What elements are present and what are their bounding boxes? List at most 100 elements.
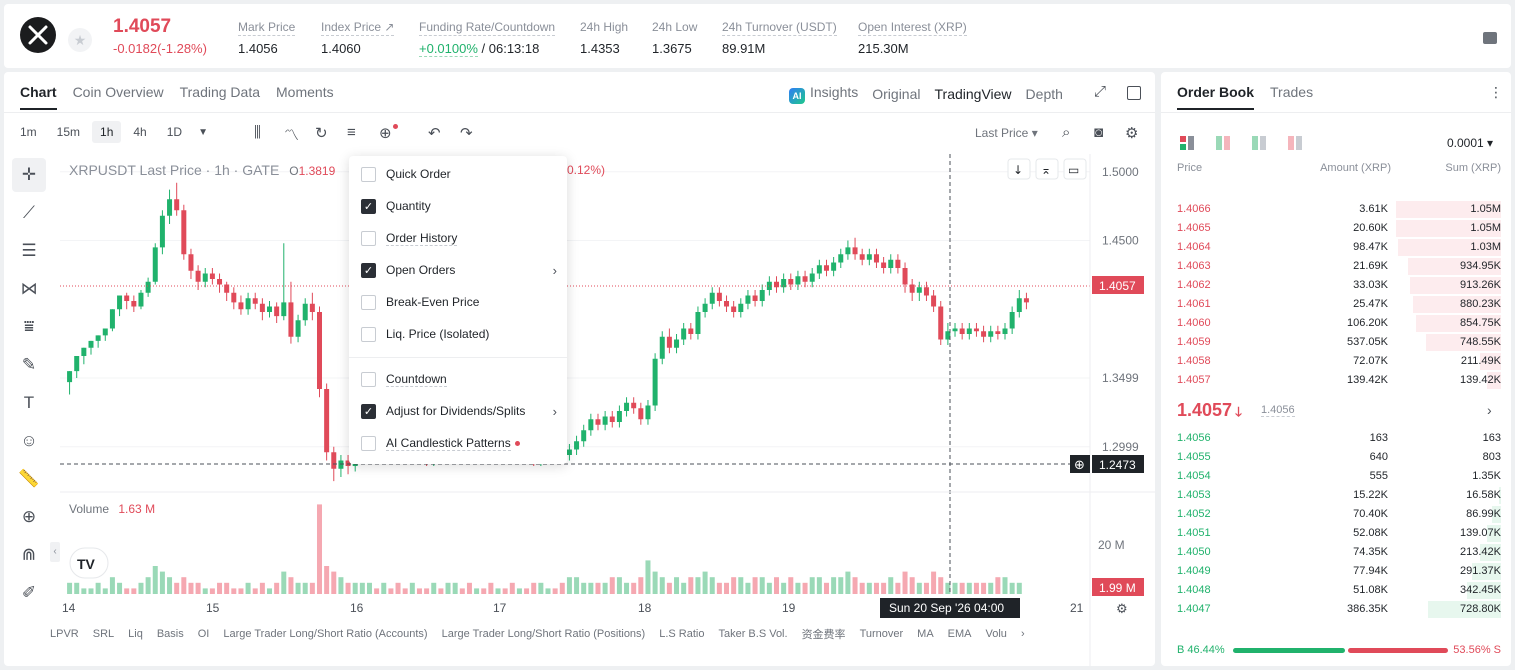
- stat-label[interactable]: Index Price ↗: [321, 20, 395, 36]
- menu-quantity[interactable]: ✓ Quantity: [361, 196, 557, 216]
- mark-price-ref[interactable]: 1.4056: [1261, 404, 1295, 417]
- magnet-tool-icon[interactable]: ⋒: [21, 545, 37, 564]
- interval-1m[interactable]: 1m: [20, 125, 37, 139]
- replay-icon[interactable]: ↻: [315, 125, 328, 142]
- gear-icon[interactable]: ⚙: [1125, 125, 1139, 142]
- bid-row[interactable]: 1.4048 51.08K 342.45K: [1161, 581, 1511, 600]
- book-icon[interactable]: [1483, 32, 1497, 44]
- indicator-9[interactable]: 资金费率: [801, 629, 846, 641]
- price-type-select[interactable]: Last Price ▾: [975, 126, 1038, 140]
- interval-dropdown-icon[interactable]: ▼: [198, 126, 208, 138]
- menu-break-even[interactable]: Break-Even Price: [361, 292, 557, 312]
- ask-row[interactable]: 1.4059 537.05K 748.55K: [1161, 333, 1511, 352]
- indicator-3[interactable]: Basis: [156, 628, 184, 640]
- fib-tool-icon[interactable]: ⩸: [23, 317, 35, 336]
- indicator-12[interactable]: EMA: [947, 628, 972, 640]
- brush-tool-icon[interactable]: ✎: [21, 355, 37, 374]
- menu-open-orders[interactable]: ✓ Open Orders ›: [361, 260, 557, 280]
- pattern-tool-icon[interactable]: ⋈: [20, 279, 38, 298]
- tab-coin-overview[interactable]: Coin Overview: [72, 84, 164, 100]
- view-depth[interactable]: Depth: [1025, 86, 1063, 102]
- chevron-right-icon[interactable]: ›: [1487, 402, 1492, 418]
- interval-4h[interactable]: 4h: [133, 125, 147, 139]
- arrow-down-icon[interactable]: ↓: [1013, 163, 1023, 177]
- candle-type-icon[interactable]: ⫼: [254, 124, 261, 141]
- tab-moments[interactable]: Moments: [276, 84, 334, 100]
- ask-row[interactable]: 1.4058 72.07K 211.49K: [1161, 352, 1511, 371]
- trendline-tool-icon[interactable]: ⟋: [23, 203, 35, 222]
- layout-both-icon[interactable]: [1179, 135, 1195, 151]
- checkbox[interactable]: [361, 294, 376, 310]
- horizontal-lines-tool-icon[interactable]: ☰: [21, 241, 37, 260]
- camera-icon[interactable]: ◙: [1094, 124, 1104, 141]
- view-insights[interactable]: AI Insights: [789, 84, 858, 104]
- indicators-icon[interactable]: 〽: [284, 127, 300, 144]
- ask-row[interactable]: 1.4064 98.47K 1.03M: [1161, 238, 1511, 257]
- search-icon[interactable]: ⌕: [1062, 124, 1071, 141]
- checkbox-checked[interactable]: ✓: [361, 262, 376, 278]
- checkbox[interactable]: [361, 166, 376, 182]
- indicator-2[interactable]: Liq: [128, 628, 143, 640]
- indicator-10[interactable]: Turnover: [859, 628, 904, 640]
- interval-1d[interactable]: 1D: [166, 125, 183, 139]
- undo-icon[interactable]: ↶: [428, 125, 441, 142]
- bid-row[interactable]: 1.4054 555 1.35K: [1161, 467, 1511, 486]
- menu-quick-order[interactable]: Quick Order: [361, 164, 557, 184]
- stat-label[interactable]: Funding Rate/Countdown: [419, 20, 556, 36]
- view-original[interactable]: Original: [872, 86, 921, 102]
- ask-row[interactable]: 1.4061 25.47K 880.23K: [1161, 295, 1511, 314]
- fit-icon[interactable]: ▭: [1068, 163, 1079, 177]
- tab-chart[interactable]: Chart: [20, 84, 57, 110]
- interval-1h[interactable]: 1h: [92, 121, 122, 143]
- indicator-11[interactable]: MA: [917, 628, 934, 640]
- ask-row[interactable]: 1.4062 33.03K 913.26K: [1161, 276, 1511, 295]
- interval-15m[interactable]: 15m: [56, 125, 81, 139]
- checkbox-checked[interactable]: ✓: [361, 198, 376, 214]
- tab-trades[interactable]: Trades: [1270, 84, 1314, 100]
- text-tool-icon[interactable]: T: [23, 393, 35, 412]
- stat-label[interactable]: Mark Price: [238, 20, 296, 36]
- menu-adjust-dividends[interactable]: ✓ Adjust for Dividends/Splits ›: [361, 401, 557, 421]
- favorite-star-icon[interactable]: ★: [68, 28, 92, 52]
- ruler-tool-icon[interactable]: 📏: [18, 469, 40, 488]
- layout-green-icon[interactable]: [1251, 135, 1267, 151]
- ask-row[interactable]: 1.4066 3.61K 1.05M: [1161, 200, 1511, 219]
- menu-countdown[interactable]: Countdown: [361, 369, 557, 389]
- collapse-icon[interactable]: ⌅: [1041, 163, 1051, 177]
- zoom-tool-icon[interactable]: ⊕: [21, 507, 37, 526]
- more-icon[interactable]: ⋮: [1489, 84, 1503, 100]
- bid-row[interactable]: 1.4051 52.08K 139.07K: [1161, 524, 1511, 543]
- menu-liq-price[interactable]: Liq. Price (Isolated): [361, 324, 557, 344]
- checkbox[interactable]: [361, 326, 376, 342]
- tab-order-book[interactable]: Order Book: [1177, 84, 1255, 110]
- indicator-6[interactable]: Large Trader Long/Short Ratio (Positions…: [441, 628, 646, 640]
- indicator-13[interactable]: Volu: [985, 628, 1007, 640]
- bid-row[interactable]: 1.4049 77.94K 291.37K: [1161, 562, 1511, 581]
- checkbox[interactable]: [361, 371, 376, 387]
- checkbox-checked[interactable]: ✓: [361, 403, 376, 419]
- pencil-lock-icon[interactable]: ✐: [21, 583, 37, 602]
- templates-icon[interactable]: ≡: [347, 124, 356, 141]
- quantity-settings-icon[interactable]: ⊕: [379, 124, 398, 142]
- bid-row[interactable]: 1.4050 74.35K 213.42K: [1161, 543, 1511, 562]
- expand-icon[interactable]: ⤢: [1094, 83, 1107, 100]
- indicator-5[interactable]: Large Trader Long/Short Ratio (Accounts): [223, 628, 428, 640]
- checkbox[interactable]: [361, 230, 376, 246]
- emoji-tool-icon[interactable]: ☺: [20, 431, 38, 450]
- layout-red-icon[interactable]: [1287, 135, 1303, 151]
- axis-settings-icon[interactable]: ⚙: [1116, 602, 1128, 617]
- bid-row[interactable]: 1.4055 640 803: [1161, 448, 1511, 467]
- window-icon[interactable]: [1127, 86, 1141, 100]
- menu-order-history[interactable]: Order History: [361, 228, 557, 248]
- bid-row[interactable]: 1.4053 15.22K 16.58K: [1161, 486, 1511, 505]
- indicator-4[interactable]: OI: [197, 628, 210, 640]
- indicator-0[interactable]: LPVR: [50, 628, 79, 640]
- add-alert-icon[interactable]: ⊕: [1074, 458, 1085, 473]
- menu-ai-patterns[interactable]: AI Candlestick Patterns: [361, 433, 557, 453]
- ask-row[interactable]: 1.4063 21.69K 934.95K: [1161, 257, 1511, 276]
- ask-row[interactable]: 1.4060 106.20K 854.75K: [1161, 314, 1511, 333]
- chevron-right-icon[interactable]: ›: [1020, 628, 1025, 640]
- checkbox[interactable]: [361, 435, 376, 451]
- indicator-7[interactable]: L.S Ratio: [659, 628, 705, 640]
